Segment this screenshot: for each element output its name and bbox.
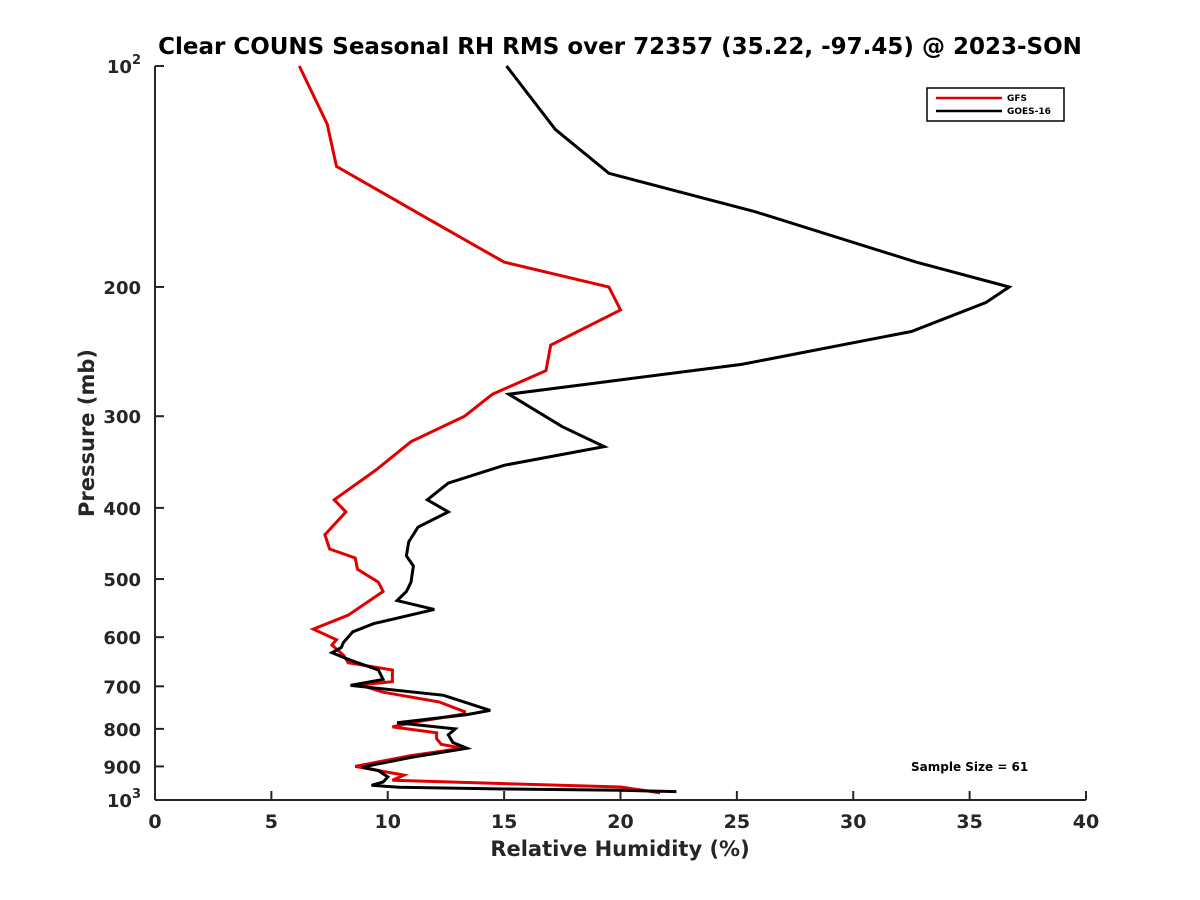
- x-tick-label: 10: [375, 811, 401, 833]
- x-axis-label: Relative Humidity (%): [490, 837, 749, 861]
- y-tick-exponent: 2: [132, 53, 141, 68]
- y-axis-label: Pressure (mb): [75, 349, 99, 517]
- x-axis-ticks: 0 5 10 15 20 25 30 35 40: [148, 791, 1099, 833]
- y-tick-label: 400: [103, 499, 141, 520]
- y-tick-base: 10: [107, 57, 132, 78]
- x-tick-label: 35: [956, 811, 982, 833]
- y-tick-label: 300: [103, 407, 141, 428]
- legend-box: [926, 87, 1065, 122]
- x-tick-label: 40: [1073, 811, 1099, 833]
- sample-size-annotation: Sample Size = 61: [911, 760, 1028, 774]
- legend: GFS GOES-16: [926, 87, 1065, 122]
- y-tick-exponent: 3: [132, 787, 141, 802]
- legend-label-gfs: GFS: [1007, 94, 1027, 104]
- chart-title: Clear COUNS Seasonal RH RMS over 72357 (…: [158, 34, 1082, 60]
- y-tick-base: 10: [107, 791, 132, 812]
- legend-label-goes-16: GOES-16: [1007, 107, 1051, 117]
- y-tick-label: 800: [103, 720, 141, 741]
- series-layer: [297, 65, 1013, 795]
- x-tick-label: 25: [724, 811, 750, 833]
- x-tick-label: 30: [840, 811, 866, 833]
- series-line-gfs: [297, 65, 661, 795]
- x-tick-label: 20: [607, 811, 633, 833]
- series-line-goes-16: [328, 65, 1013, 794]
- y-tick-label: 600: [103, 628, 141, 649]
- y-tick-label: 200: [103, 278, 141, 299]
- x-tick-label: 15: [491, 811, 517, 833]
- y-tick-label: 102: [107, 53, 141, 78]
- y-tick-label: 103: [107, 787, 141, 812]
- x-tick-label: 0: [148, 811, 161, 833]
- y-tick-label: 900: [103, 757, 141, 778]
- y-tick-label: 700: [103, 677, 141, 698]
- y-tick-label: 500: [103, 570, 141, 591]
- x-tick-label: 5: [265, 811, 278, 833]
